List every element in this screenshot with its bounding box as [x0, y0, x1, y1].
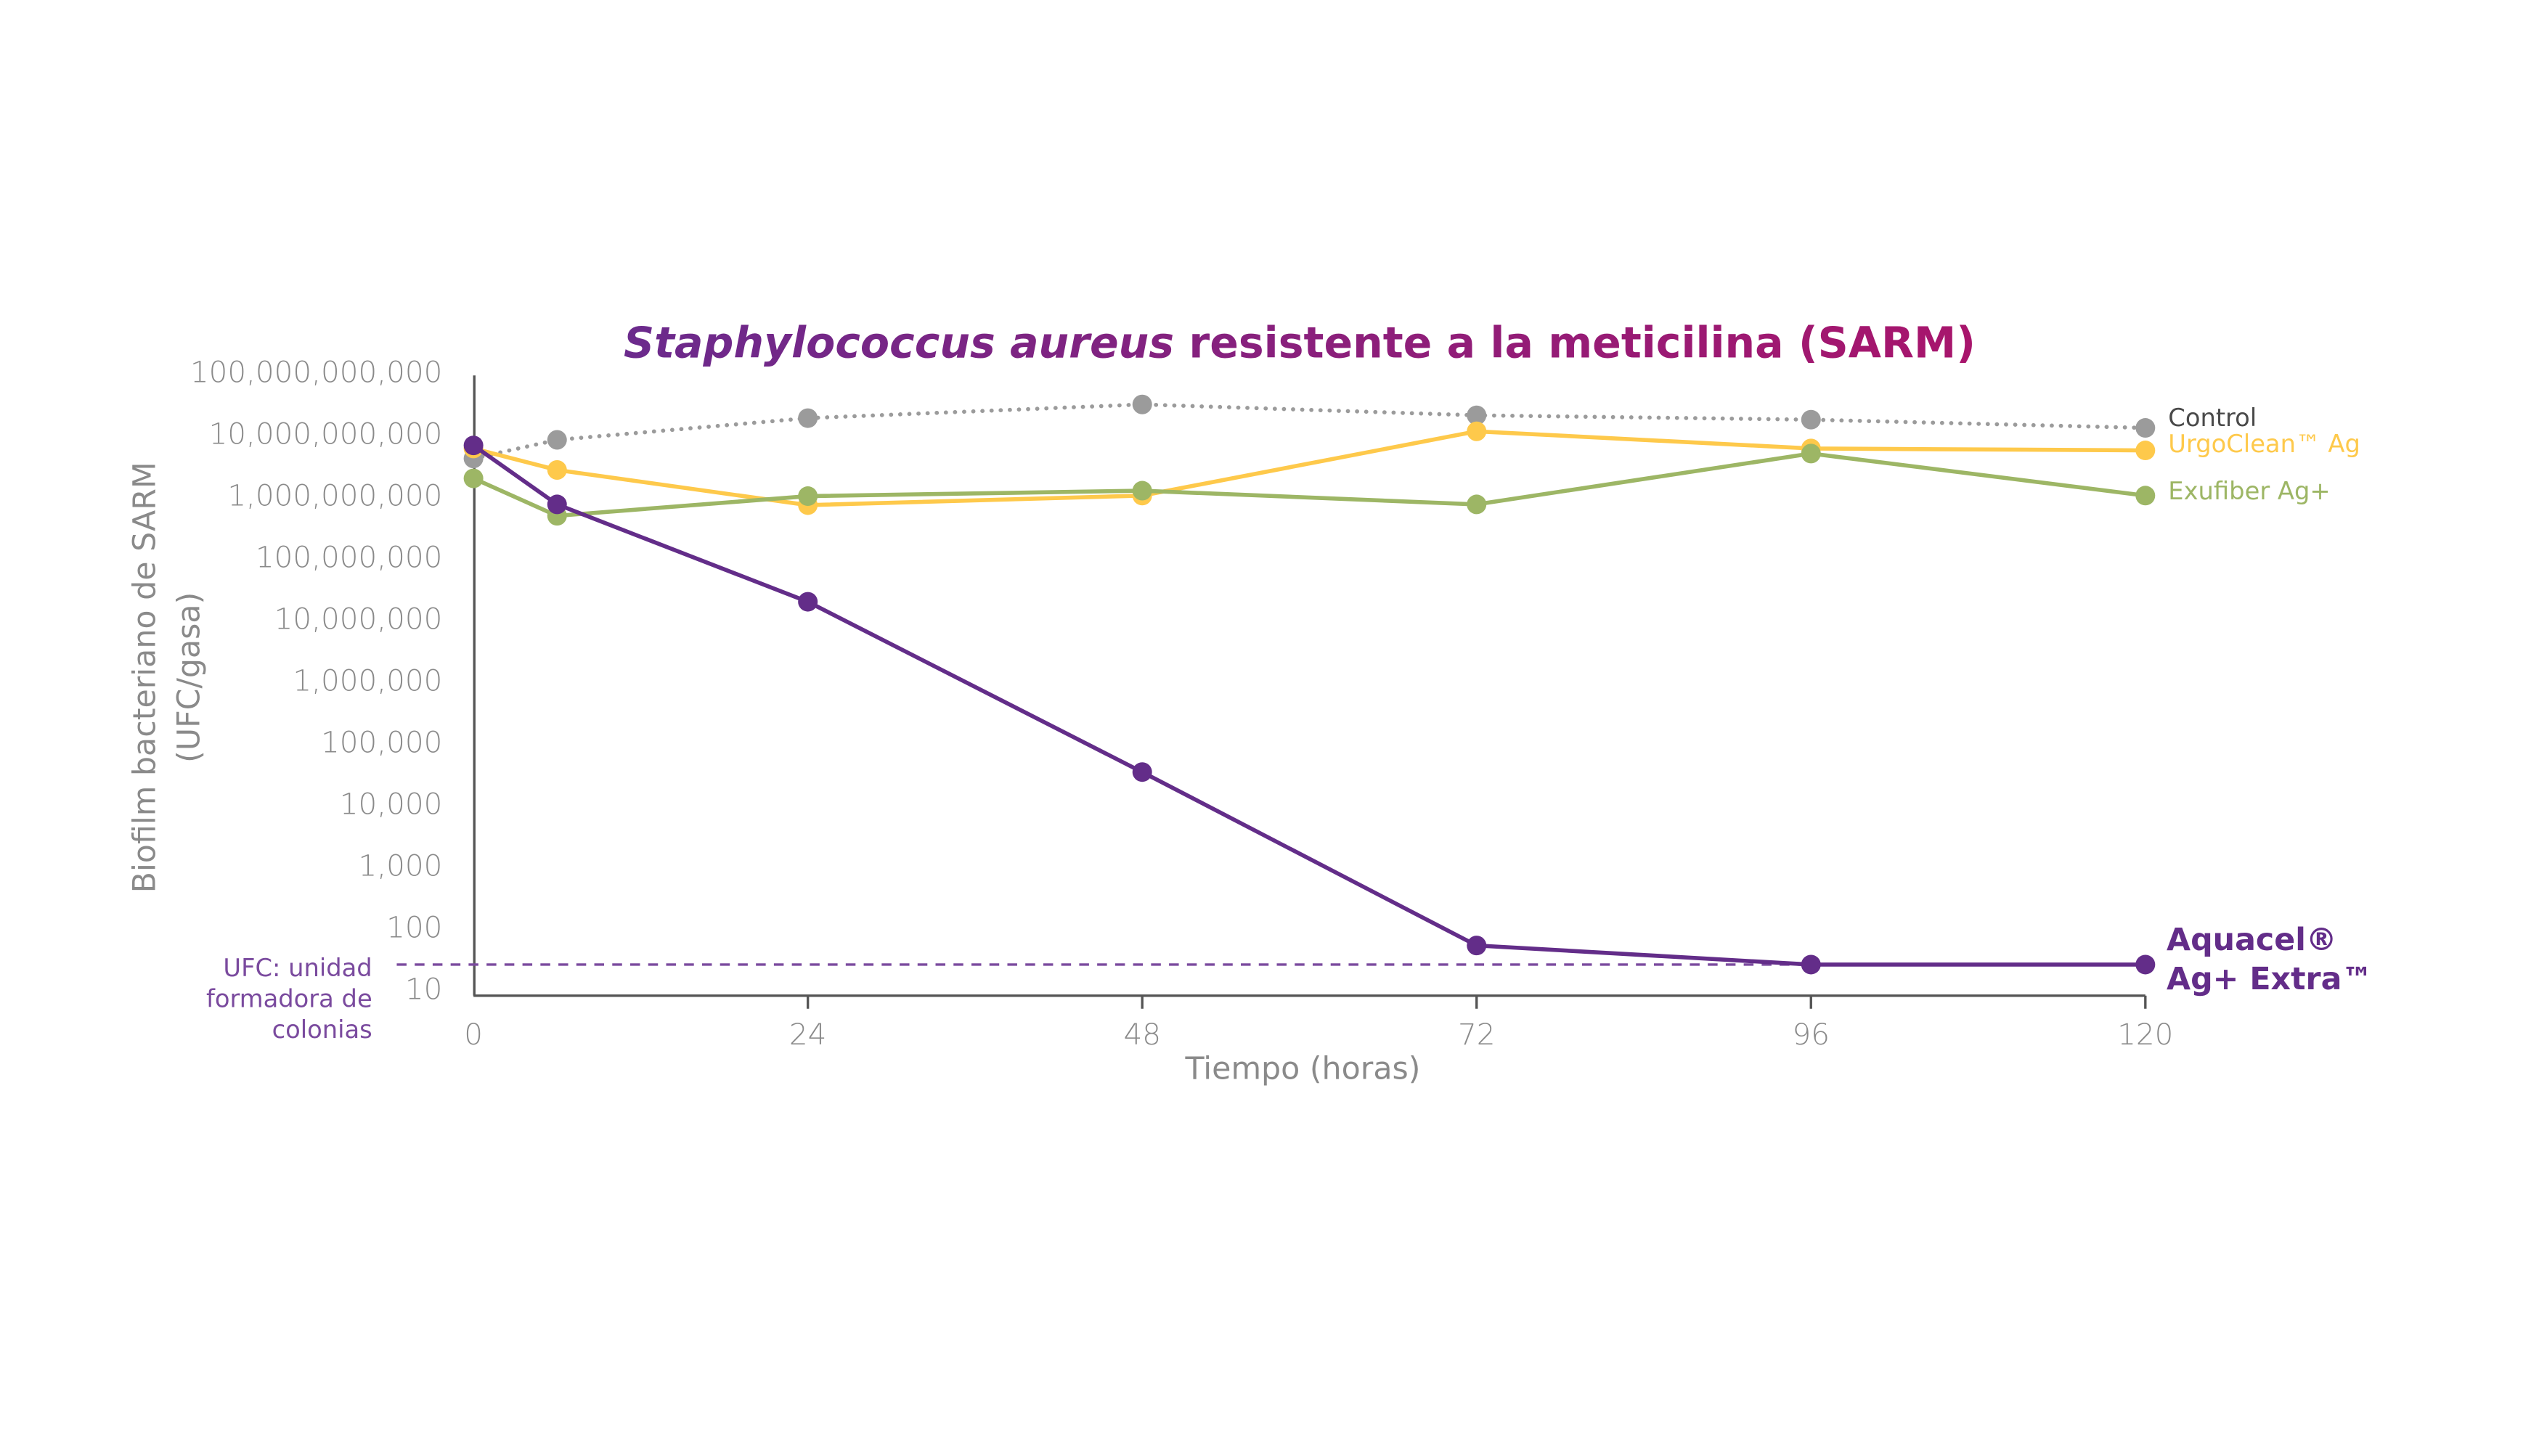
x-axis-title: Tiempo (horas)	[1185, 1050, 1421, 1087]
y-tick-label: 100,000,000	[256, 539, 442, 574]
detection-limit-note: UFC: unidad formadora de colonias	[206, 954, 372, 1044]
x-tick-label: 24	[789, 1017, 827, 1052]
data-point	[1132, 480, 1152, 501]
title-italic: Staphylococcus aureus	[624, 319, 1174, 368]
series-line	[473, 429, 2145, 507]
y-tick-label: 1,000,000	[293, 663, 442, 698]
data-point	[547, 430, 567, 450]
chart-title: Staphylococcus aureus resistente a la me…	[624, 319, 1976, 368]
y-tick-label: 1,000	[359, 848, 443, 883]
data-point	[2135, 486, 2156, 506]
data-point	[2135, 418, 2156, 438]
data-point	[1801, 954, 1821, 975]
data-point	[1467, 494, 1487, 515]
label-aquacel-line1: Aquacel®	[2167, 922, 2337, 958]
data-point	[463, 435, 484, 456]
label-control: Control	[2168, 404, 2257, 432]
data-point	[1801, 443, 1821, 464]
y-tick-label: 10,000	[340, 786, 443, 821]
data-point	[547, 460, 567, 480]
y-tick-label: 1,000,000,000	[227, 478, 442, 512]
y-tick-label: 10,000,000	[274, 601, 443, 636]
y-tick-label: 100	[386, 909, 442, 944]
y-tick-label: 100,000	[321, 724, 442, 759]
data-point	[1132, 394, 1152, 414]
label-aquacel-line2: Ag+ Extra™	[2167, 961, 2373, 997]
x-tick-label: 72	[1458, 1017, 1495, 1052]
data-point	[1467, 936, 1487, 956]
data-point	[1801, 409, 1821, 430]
label-urgoclean: UrgoClean™ Ag	[2168, 430, 2360, 458]
label-exufiber: Exufiber Ag+	[2168, 477, 2330, 505]
y-tick-label: 10	[405, 971, 443, 1006]
series-3	[463, 435, 2156, 975]
x-tick-label: 120	[2117, 1017, 2173, 1052]
y-tick-label: 100,000,000,000	[190, 354, 443, 389]
note-line-1: UFC: unidad	[223, 954, 372, 982]
data-point	[547, 494, 567, 515]
title-rest: resistente a la meticilina (SARM)	[1174, 319, 1976, 368]
note-line-2: formadora de	[206, 985, 372, 1013]
data-point	[798, 592, 818, 612]
y-tick-label: 10,000,000,000	[209, 416, 443, 451]
legend-labels: Control UrgoClean™ Ag Exufiber Ag+ Aquac…	[2167, 404, 2373, 997]
data-point	[1467, 421, 1487, 441]
data-point	[2135, 954, 2156, 975]
series-line	[472, 443, 2145, 967]
series-2	[463, 443, 2156, 526]
data-point	[798, 408, 818, 428]
data-point	[1467, 405, 1487, 425]
data-point	[463, 468, 484, 488]
data-point	[1132, 762, 1152, 782]
note-line-3: colonias	[272, 1015, 372, 1044]
data-point	[798, 486, 818, 507]
x-tick-label: 96	[1793, 1017, 1830, 1052]
x-tick-label: 0	[464, 1017, 483, 1052]
data-point	[2135, 441, 2156, 461]
x-tick-label: 48	[1123, 1017, 1161, 1052]
y-axis-title-line1: Biofilm bacteriano de SARM	[127, 462, 163, 893]
y-axis-title-line2: (UFC/gasa)	[171, 592, 207, 763]
series-0	[463, 394, 2156, 469]
series-1	[463, 421, 2156, 515]
